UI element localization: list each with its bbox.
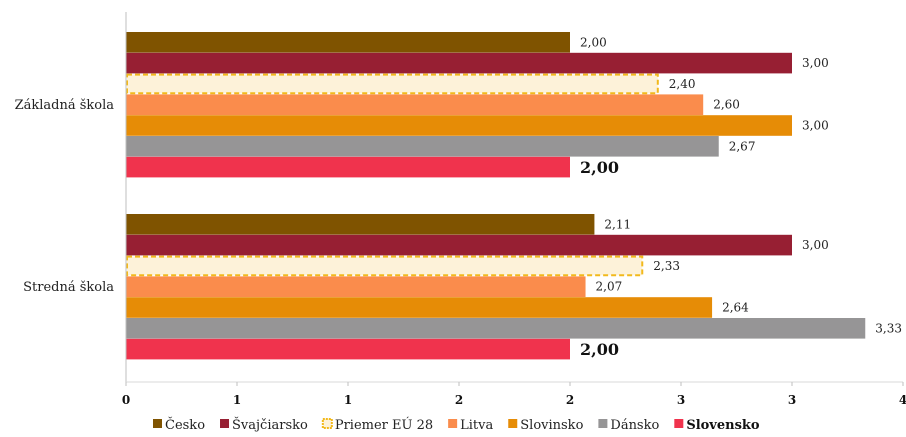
legend-swatch-4: [508, 419, 518, 428]
x-tick-label-4: 2: [566, 393, 574, 407]
legend-label-1: Švajčiarsko: [232, 416, 308, 433]
value-label-0-0: 2,00: [580, 35, 607, 49]
legend-item-4: Slovinsko: [508, 418, 584, 433]
legend-item-3: Litva: [448, 418, 493, 433]
value-label-0-6: 2,00: [580, 158, 619, 177]
legend-swatch-3: [448, 419, 458, 428]
bar-1-0: [126, 214, 595, 235]
bar-0-0: [126, 32, 570, 53]
value-label-1-6: 2,00: [580, 340, 619, 359]
bar-0-3: [126, 94, 704, 115]
legend-swatch-5: [598, 419, 608, 428]
value-label-1-3: 2,07: [596, 280, 623, 294]
x-tick-label-5: 3: [677, 393, 685, 407]
x-tick-label-1: 1: [233, 393, 241, 407]
value-label-1-2: 2,33: [653, 259, 680, 273]
legend-swatch-6: [674, 419, 684, 428]
value-labels-layer: 2,00 3,00 2,40 2,60 3,00 2,67 2,00 2,11 3,00 2,33…: [580, 35, 902, 359]
legend-item-0: Česko: [153, 416, 205, 433]
value-label-1-1: 3,00: [802, 238, 829, 252]
legend-swatch-0: [153, 419, 162, 428]
bar-1-1: [126, 234, 792, 256]
value-label-1-5: 3,33: [875, 321, 902, 335]
legend-label-2: Priemer EÚ 28: [335, 416, 433, 433]
value-label-0-3: 2,60: [713, 98, 740, 112]
legend-label-4: Slovinsko: [520, 418, 583, 433]
bar-1-2: [126, 255, 644, 277]
category-label-1: Stredná škola: [23, 280, 114, 295]
bar-1-5: [126, 318, 866, 339]
bar-0-2: [126, 73, 659, 95]
bar-0-6: [126, 156, 570, 178]
value-label-0-1: 3,00: [802, 56, 829, 70]
legend-item-1: Švajčiarsko: [220, 416, 308, 433]
x-tick-label-0: 0: [122, 393, 130, 407]
bar-1-6: [126, 338, 570, 360]
legend-label-6: Slovensko: [686, 418, 760, 433]
x-tick-label-6: 3: [788, 393, 796, 407]
value-label-1-0: 2,11: [604, 217, 631, 231]
bar-1-4: [126, 297, 713, 318]
bar-0-5: [126, 136, 719, 157]
legend-label-5: Dánsko: [610, 418, 659, 433]
x-tick-label-7: 4: [899, 393, 906, 407]
legend-item-6: Slovensko: [674, 418, 760, 433]
legend-swatch-1: [220, 419, 230, 428]
value-label-0-5: 2,67: [729, 139, 756, 153]
bar-1-3: [126, 276, 586, 297]
value-label-0-2: 2,40: [669, 77, 696, 91]
legend-label-0: Česko: [165, 416, 205, 433]
legend-swatch-2: [321, 418, 333, 429]
legend-item-5: Dánsko: [598, 418, 659, 433]
axis-layer: 0 1 1 2 2 3 3 4: [122, 12, 906, 407]
x-tick-label-2: 1: [344, 393, 352, 407]
x-tick-label-3: 2: [455, 393, 463, 407]
category-labels-layer: Základná škola Stredná škola: [15, 98, 115, 295]
category-label-0: Základná škola: [15, 98, 115, 113]
bars-layer: [126, 32, 866, 360]
value-label-0-4: 3,00: [802, 119, 829, 133]
bar-0-1: [126, 52, 792, 74]
legend-item-2: Priemer EÚ 28: [321, 416, 433, 433]
legend: Česko Švajčiarsko Priemer EÚ 28 Litva Slovin…: [153, 416, 760, 433]
bar-0-4: [126, 115, 792, 136]
value-label-1-4: 2,64: [722, 301, 749, 315]
legend-label-3: Litva: [460, 418, 493, 433]
